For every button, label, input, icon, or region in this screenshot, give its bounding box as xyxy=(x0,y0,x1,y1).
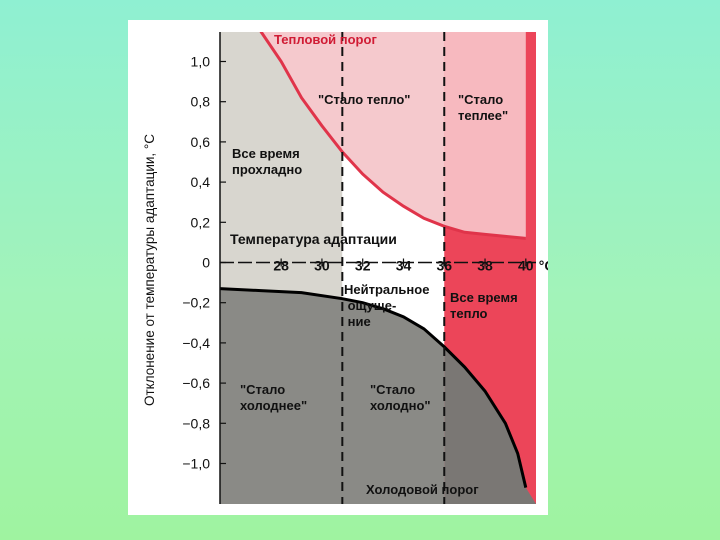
x-tick-label: 38 xyxy=(477,258,493,274)
label-neutral-line: Нейтральное xyxy=(344,282,429,297)
label-warmer-line: теплее" xyxy=(458,108,508,123)
y-tick-label: −0,6 xyxy=(182,375,210,391)
adaptation-chart: 1,0 0,8 0,6 0,4 0,2 0 −0,2 −0,4 −0,6 −0,8 −1,0 28 3… xyxy=(142,32,548,504)
x-tick-label: 34 xyxy=(396,258,412,274)
y-tick-label: −0,4 xyxy=(182,335,210,351)
x-tick-label: 40 xyxy=(518,258,534,274)
label-neutral-line: ощуще- xyxy=(344,298,396,313)
label-colder: "Стало холоднее" xyxy=(240,382,307,413)
cold-threshold-label: Холодовой порог xyxy=(366,482,479,497)
label-warmer: "Стало теплее" xyxy=(458,92,508,123)
region-heat-above-right xyxy=(444,32,526,239)
y-tick-label: −0,2 xyxy=(182,295,210,311)
x-unit-label: °C xyxy=(539,258,548,274)
region-cold-below xyxy=(220,288,445,504)
label-cold-line: "Стало xyxy=(370,382,415,397)
y-tick-label: −1,0 xyxy=(182,456,210,472)
heat-threshold-curve xyxy=(259,32,526,240)
label-colder-line: "Стало xyxy=(240,382,285,397)
label-cool-always-line: Все время xyxy=(232,146,300,161)
x-tick-label: 30 xyxy=(314,258,330,274)
x-tick-labels: 28 30 32 34 36 38 40 °C xyxy=(273,258,548,274)
label-cold: "Стало холодно" xyxy=(370,382,431,413)
label-warm-always: Все время тепло xyxy=(450,290,518,321)
label-warmer-line: "Стало xyxy=(458,92,503,107)
label-cool-always-line: прохладно xyxy=(232,162,302,177)
region-cold-below-right xyxy=(444,346,536,504)
x-axis-title: Температура адаптации xyxy=(230,231,397,247)
y-tick-label: 0,4 xyxy=(191,174,211,190)
x-tick-label: 36 xyxy=(436,258,452,274)
label-warm-always-line: тепло xyxy=(450,306,488,321)
label-warm: "Стало тепло" xyxy=(318,92,410,107)
x-tick-label: 28 xyxy=(273,258,289,274)
y-tick-labels: 1,0 0,8 0,6 0,4 0,2 0 −0,2 −0,4 −0,6 −0,8 −1,0 xyxy=(182,54,226,472)
label-warm-always-line: Все время xyxy=(450,290,518,305)
chart-curves xyxy=(220,32,528,504)
label-neutral: Нейтральное ощуще- ние xyxy=(344,282,429,329)
label-cool-always: Все время прохладно xyxy=(232,146,302,177)
y-tick-label: −0,8 xyxy=(182,415,210,431)
y-tick-label: 1,0 xyxy=(191,54,211,70)
y-tick-label: 0 xyxy=(202,255,210,271)
region-labels: Тепловой порог Холодовой порог Температу… xyxy=(230,32,518,497)
label-colder-line: холоднее" xyxy=(240,398,307,413)
chart-axes xyxy=(219,32,536,504)
chart-regions xyxy=(220,32,536,504)
label-cold-line: холодно" xyxy=(370,398,431,413)
y-tick-label: 0,8 xyxy=(191,94,211,110)
region-heat-above xyxy=(260,32,445,227)
label-neutral-line: ние xyxy=(344,314,371,329)
y-tick-label: 0,6 xyxy=(191,134,211,150)
y-axis-label: Отклонение от температуры адаптации, °C xyxy=(142,134,157,406)
x-tick-label: 32 xyxy=(355,258,371,274)
cold-threshold-curve xyxy=(220,287,528,488)
y-tick-label: 0,2 xyxy=(191,214,211,230)
heat-threshold-label: Тепловой порог xyxy=(274,32,377,47)
